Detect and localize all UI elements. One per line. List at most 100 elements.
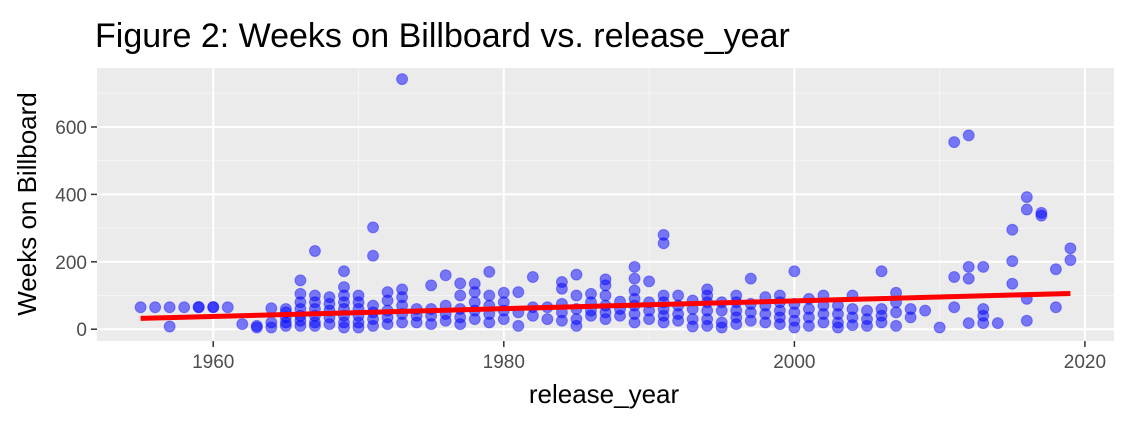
data-point: [628, 316, 641, 329]
data-point: [643, 275, 656, 288]
data-point: [1020, 203, 1033, 216]
chart-title: Figure 2: Weeks on Billboard vs. release…: [95, 17, 790, 55]
data-point: [207, 301, 220, 314]
data-point: [555, 314, 568, 327]
data-point: [715, 321, 728, 334]
data-point: [468, 313, 481, 326]
data-point: [948, 301, 961, 314]
data-point: [1006, 223, 1019, 236]
data-point: [337, 321, 350, 334]
data-point: [788, 321, 801, 334]
data-point: [614, 309, 627, 322]
data-point: [163, 301, 176, 314]
data-point: [773, 318, 786, 331]
data-point: [584, 309, 597, 322]
data-point: [410, 316, 423, 329]
data-point: [294, 274, 307, 287]
data-point: [744, 272, 757, 285]
data-point: [904, 311, 917, 324]
data-point: [192, 300, 205, 313]
data-point: [570, 268, 583, 281]
data-point: [265, 321, 278, 334]
data-point: [308, 245, 321, 258]
data-point: [643, 313, 656, 326]
data-point: [628, 260, 641, 273]
trend-line: [140, 290, 1071, 321]
data-point: [265, 302, 278, 315]
data-point: [962, 129, 975, 142]
data-point: [599, 289, 612, 302]
data-point: [846, 319, 859, 332]
data-point: [599, 313, 612, 326]
x-tick-label: 1960: [192, 352, 234, 373]
data-point: [948, 136, 961, 149]
x-tick-label: 1980: [483, 352, 525, 373]
data-point: [962, 260, 975, 273]
data-point: [396, 73, 409, 86]
data-point: [149, 301, 162, 314]
data-point: [163, 320, 176, 333]
data-point: [875, 265, 888, 278]
data-point: [933, 321, 946, 334]
data-point: [657, 237, 670, 250]
data-point: [788, 265, 801, 278]
data-point: [526, 270, 539, 283]
data-point: [367, 319, 380, 332]
data-point: [352, 321, 365, 334]
data-point: [555, 282, 568, 295]
data-point: [236, 318, 249, 331]
data-point: [570, 319, 583, 332]
x-tick-label: 2000: [773, 352, 815, 373]
data-point: [744, 314, 757, 327]
data-point: [831, 321, 844, 334]
data-point: [1064, 254, 1077, 267]
y-tick-label: 400: [55, 185, 87, 206]
y-tick-label: 0: [76, 320, 87, 341]
data-point: [715, 304, 728, 317]
data-point: [221, 301, 234, 314]
data-point: [367, 221, 380, 234]
data-point: [483, 316, 496, 329]
data-point: [1035, 209, 1048, 222]
data-point: [977, 260, 990, 273]
data-point: [802, 319, 815, 332]
data-point: [526, 309, 539, 322]
data-point: [512, 319, 525, 332]
data-point: [439, 269, 452, 282]
axis-ticks: 1960 1980 2000 2020 0 200 400 600: [55, 118, 1106, 373]
data-point: [337, 265, 350, 278]
data-point: [628, 272, 641, 285]
data-point: [250, 321, 263, 334]
data-point: [991, 317, 1004, 330]
data-point: [1049, 263, 1062, 276]
data-point: [730, 318, 743, 331]
data-point: [890, 319, 903, 332]
data-point: [294, 319, 307, 332]
data-point: [483, 289, 496, 302]
data-point: [425, 318, 438, 331]
data-point: [279, 319, 292, 332]
data-point: [323, 318, 336, 331]
data-point: [308, 319, 321, 332]
data-point: [875, 316, 888, 329]
data-point: [541, 313, 554, 326]
data-point: [977, 317, 990, 330]
data-point: [512, 286, 525, 299]
data-point: [396, 316, 409, 329]
data-point: [672, 289, 685, 302]
data-point: [890, 306, 903, 319]
data-point: [134, 301, 147, 314]
data-point: [570, 289, 583, 302]
data-point: [861, 319, 874, 332]
data-point: [672, 314, 685, 327]
data-point: [686, 320, 699, 333]
data-point: [1020, 314, 1033, 327]
data-point: [381, 294, 394, 307]
data-point: [381, 318, 394, 331]
data-point: [962, 272, 975, 285]
data-point: [454, 277, 467, 290]
data-point: [919, 304, 932, 317]
data-point: [599, 279, 612, 292]
data-point: [454, 318, 467, 331]
